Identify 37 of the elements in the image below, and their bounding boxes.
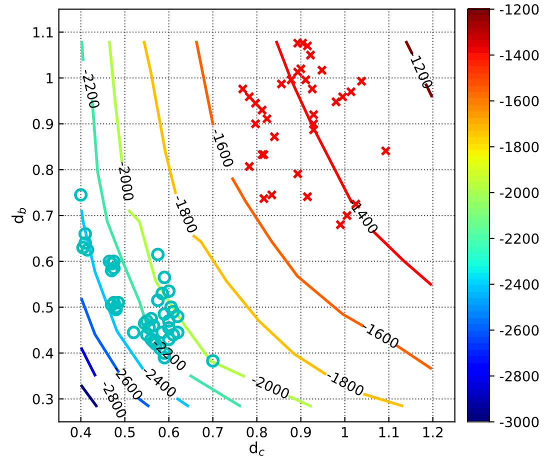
x-tick-label: 0.6	[158, 426, 180, 438]
y-tick-label: 0.7	[32, 210, 53, 221]
color-bar-label: -1800	[500, 142, 539, 152]
y-tick-label: 0.9	[32, 118, 54, 130]
x-tick-label: 1.2	[423, 426, 443, 438]
y-tick-label: 0.6	[32, 256, 54, 267]
x-axis-title: d$_{c}$	[250, 442, 264, 456]
y-axis-title: d$_{b}$	[12, 208, 26, 224]
annotation: -2000	[118, 161, 134, 201]
annotation: -1600	[211, 128, 234, 168]
color-bar-label: -3000	[500, 416, 539, 428]
y-tick-label: 1	[46, 73, 53, 84]
annotation: -2200	[81, 68, 100, 109]
annotation: -1200	[408, 50, 434, 90]
color-bar-label: -2000	[500, 188, 539, 198]
annotation: -1800	[173, 194, 198, 234]
x-tick-label: 1	[342, 427, 348, 438]
color-bar-label: -2800	[500, 370, 539, 382]
annotation: -1800	[326, 369, 365, 396]
y-tick-label: 0.3	[32, 394, 53, 404]
y-tick-label: 0.4	[32, 348, 54, 359]
x-tick-label: 0.4	[70, 426, 92, 438]
x-tick-label: 0.5	[114, 426, 135, 438]
color-bar-label: -2200	[500, 233, 539, 244]
color-bar-label: -2400	[500, 279, 539, 290]
color-bar-label: -1400	[500, 50, 539, 61]
annotation: -2000	[250, 374, 290, 400]
x-tick-label: 1.1	[379, 427, 399, 438]
x-tick-label: 0.9	[290, 426, 311, 438]
y-tick-label: 0.5	[32, 302, 53, 313]
color-bar-label: -2600	[500, 325, 539, 336]
color-bar-label: -1600	[500, 96, 539, 106]
x-tick-label: 0.7	[202, 426, 223, 438]
y-tick-label: 1.1	[33, 27, 53, 38]
color-bar-label: -1200	[500, 4, 539, 15]
y-tick-label: 0.8	[32, 164, 54, 176]
x-tick-label: 0.8	[246, 426, 267, 438]
